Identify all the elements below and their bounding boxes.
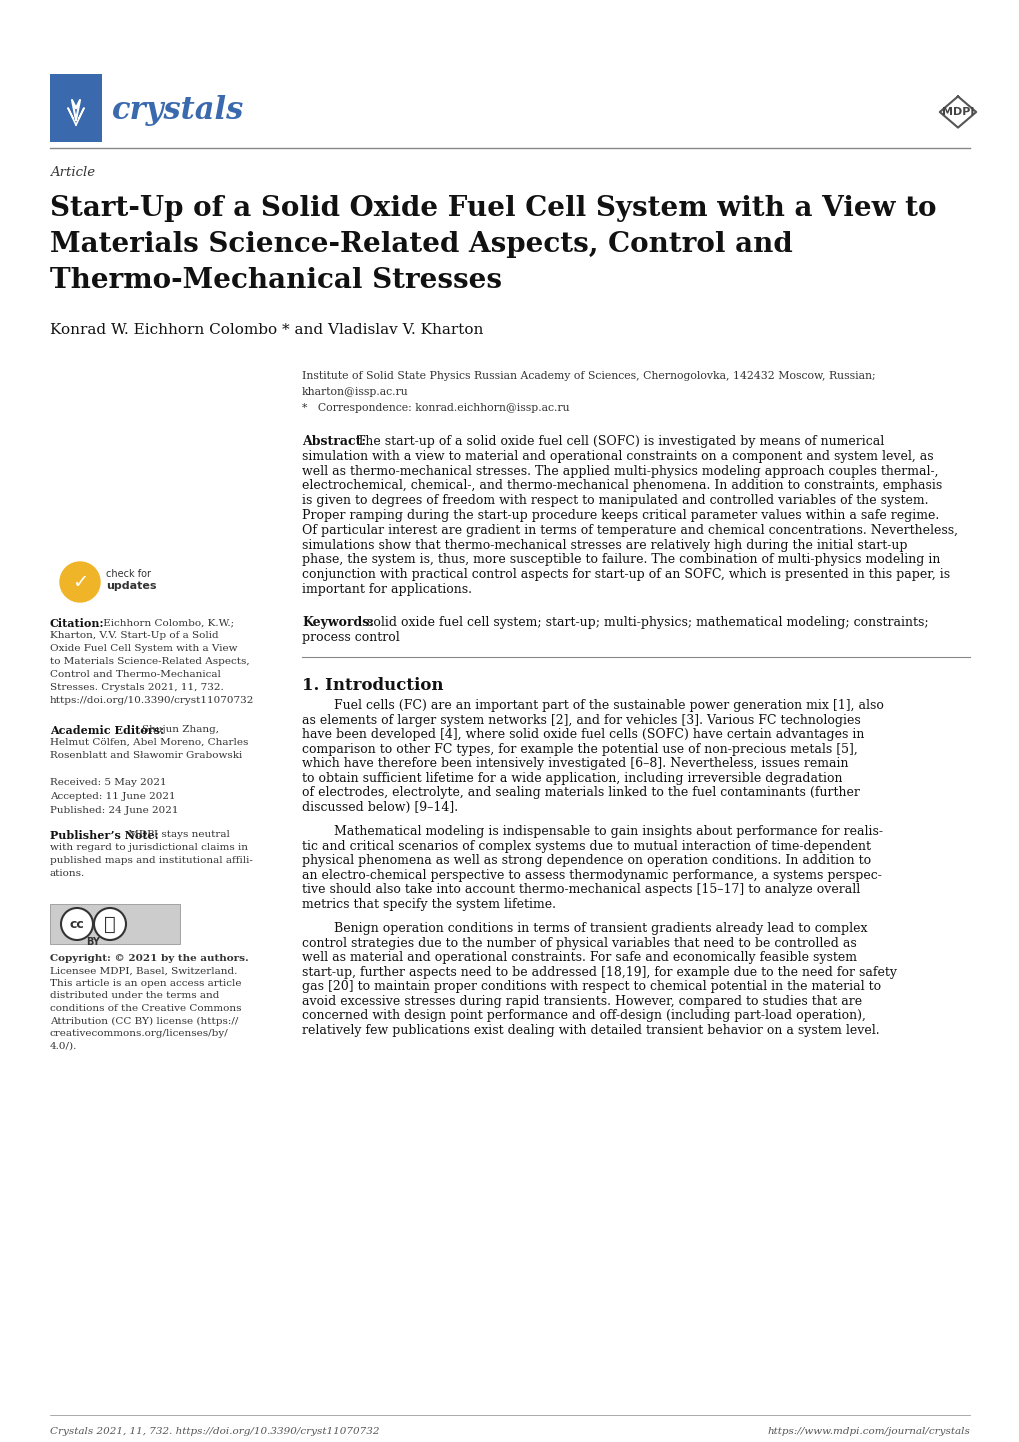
Text: metrics that specify the system lifetime.: metrics that specify the system lifetime… bbox=[302, 898, 555, 911]
Text: https://www.mdpi.com/journal/crystals: https://www.mdpi.com/journal/crystals bbox=[766, 1428, 969, 1436]
Text: 4.0/).: 4.0/). bbox=[50, 1041, 77, 1051]
Text: Citation:: Citation: bbox=[50, 619, 104, 629]
FancyBboxPatch shape bbox=[50, 904, 179, 945]
Text: simulation with a view to material and operational constraints on a component an: simulation with a view to material and o… bbox=[302, 450, 932, 463]
Text: creativecommons.org/licenses/by/: creativecommons.org/licenses/by/ bbox=[50, 1030, 228, 1038]
Text: Of particular interest are gradient in terms of temperature and chemical concent: Of particular interest are gradient in t… bbox=[302, 523, 957, 536]
Text: conditions of the Creative Commons: conditions of the Creative Commons bbox=[50, 1004, 242, 1012]
Text: control strategies due to the number of physical variables that need to be contr: control strategies due to the number of … bbox=[302, 937, 856, 950]
Text: tic and critical scenarios of complex systems due to mutual interaction of time-: tic and critical scenarios of complex sy… bbox=[302, 839, 870, 852]
Polygon shape bbox=[943, 99, 971, 124]
Text: which have therefore been intensively investigated [6–8]. Nevertheless, issues r: which have therefore been intensively in… bbox=[302, 757, 848, 770]
Text: Ⓘ: Ⓘ bbox=[104, 914, 116, 933]
Text: physical phenomena as well as strong dependence on operation conditions. In addi: physical phenomena as well as strong dep… bbox=[302, 855, 870, 868]
Text: BY: BY bbox=[86, 937, 100, 947]
Text: relatively few publications exist dealing with detailed transient behavior on a : relatively few publications exist dealin… bbox=[302, 1024, 878, 1037]
Text: 1. Introduction: 1. Introduction bbox=[302, 678, 443, 695]
Text: simulations show that thermo-mechanical stresses are relatively high during the : simulations show that thermo-mechanical … bbox=[302, 539, 907, 552]
Text: well as material and operational constraints. For safe and economically feasible: well as material and operational constra… bbox=[302, 952, 856, 965]
Text: ✓: ✓ bbox=[71, 572, 88, 591]
Text: *   Correspondence: konrad.eichhorn@issp.ac.ru: * Correspondence: konrad.eichhorn@issp.a… bbox=[302, 402, 569, 412]
Text: an electro-chemical perspective to assess thermodynamic performance, a systems p: an electro-chemical perspective to asses… bbox=[302, 870, 881, 883]
Text: distributed under the terms and: distributed under the terms and bbox=[50, 992, 219, 1001]
Text: discussed below) [9–14].: discussed below) [9–14]. bbox=[302, 800, 458, 813]
Text: of electrodes, electrolyte, and sealing materials linked to the fuel contaminant: of electrodes, electrolyte, and sealing … bbox=[302, 786, 859, 799]
Text: avoid excessive stresses during rapid transients. However, compared to studies t: avoid excessive stresses during rapid tr… bbox=[302, 995, 861, 1008]
Text: Shujun Zhang,: Shujun Zhang, bbox=[142, 725, 219, 734]
Text: solid oxide fuel cell system; start-up; multi-physics; mathematical modeling; co: solid oxide fuel cell system; start-up; … bbox=[367, 616, 927, 629]
Text: Konrad W. Eichhorn Colombo * and Vladislav V. Kharton: Konrad W. Eichhorn Colombo * and Vladisl… bbox=[50, 323, 483, 337]
FancyBboxPatch shape bbox=[50, 74, 102, 141]
Text: conjunction with practical control aspects for start-up of an SOFC, which is pre: conjunction with practical control aspec… bbox=[302, 568, 949, 581]
Text: Copyright: © 2021 by the authors.: Copyright: © 2021 by the authors. bbox=[50, 955, 249, 963]
Circle shape bbox=[60, 562, 100, 601]
Text: to obtain sufficient lifetime for a wide application, including irreversible deg: to obtain sufficient lifetime for a wide… bbox=[302, 771, 842, 784]
Text: Control and Thermo-Mechanical: Control and Thermo-Mechanical bbox=[50, 671, 221, 679]
Text: electrochemical, chemical-, and thermo-mechanical phenomena. In addition to cons: electrochemical, chemical-, and thermo-m… bbox=[302, 479, 942, 492]
Text: gas [20] to maintain proper conditions with respect to chemical potential in the: gas [20] to maintain proper conditions w… bbox=[302, 981, 880, 994]
Text: tive should also take into account thermo-mechanical aspects [15–17] to analyze : tive should also take into account therm… bbox=[302, 884, 859, 897]
Text: Mathematical modeling is indispensable to gain insights about performance for re: Mathematical modeling is indispensable t… bbox=[302, 825, 882, 838]
Text: Eichhorn Colombo, K.W.;: Eichhorn Colombo, K.W.; bbox=[100, 619, 234, 627]
Text: Materials Science-Related Aspects, Control and: Materials Science-Related Aspects, Contr… bbox=[50, 231, 792, 258]
Text: Keywords:: Keywords: bbox=[302, 616, 374, 629]
Text: concerned with design point performance and off-design (including part-load oper: concerned with design point performance … bbox=[302, 1009, 865, 1022]
Text: Thermo-Mechanical Stresses: Thermo-Mechanical Stresses bbox=[50, 267, 501, 294]
Text: Abstract:: Abstract: bbox=[302, 435, 366, 448]
Text: updates: updates bbox=[106, 581, 156, 591]
Text: https://doi.org/10.3390/cryst11070732: https://doi.org/10.3390/cryst11070732 bbox=[50, 696, 254, 705]
Text: Benign operation conditions in terms of transient gradients already lead to comp: Benign operation conditions in terms of … bbox=[302, 923, 866, 936]
Text: Attribution (CC BY) license (https://: Attribution (CC BY) license (https:// bbox=[50, 1017, 238, 1025]
Text: Kharton, V.V. Start-Up of a Solid: Kharton, V.V. Start-Up of a Solid bbox=[50, 632, 218, 640]
Text: as elements of larger system networks [2], and for vehicles [3]. Various FC tech: as elements of larger system networks [2… bbox=[302, 714, 860, 727]
Text: Fuel cells (FC) are an important part of the sustainable power generation mix [1: Fuel cells (FC) are an important part of… bbox=[302, 699, 883, 712]
Circle shape bbox=[61, 908, 93, 940]
Text: important for applications.: important for applications. bbox=[302, 583, 472, 596]
Text: check for: check for bbox=[106, 570, 151, 580]
Text: Crystals 2021, 11, 732. https://doi.org/10.3390/cryst11070732: Crystals 2021, 11, 732. https://doi.org/… bbox=[50, 1428, 379, 1436]
Text: Start-Up of a Solid Oxide Fuel Cell System with a View to: Start-Up of a Solid Oxide Fuel Cell Syst… bbox=[50, 195, 935, 222]
Text: Proper ramping during the start-up procedure keeps critical parameter values wit: Proper ramping during the start-up proce… bbox=[302, 509, 938, 522]
Text: Helmut Cölfen, Abel Moreno, Charles: Helmut Cölfen, Abel Moreno, Charles bbox=[50, 738, 249, 747]
Text: comparison to other FC types, for example the potential use of non-precious meta: comparison to other FC types, for exampl… bbox=[302, 743, 857, 756]
Circle shape bbox=[94, 908, 126, 940]
Text: Licensee MDPI, Basel, Switzerland.: Licensee MDPI, Basel, Switzerland. bbox=[50, 966, 237, 975]
Text: Received: 5 May 2021: Received: 5 May 2021 bbox=[50, 779, 166, 787]
Text: crystals: crystals bbox=[112, 95, 244, 125]
Text: Accepted: 11 June 2021: Accepted: 11 June 2021 bbox=[50, 792, 175, 800]
Text: well as thermo-mechanical stresses. The applied multi-physics modeling approach : well as thermo-mechanical stresses. The … bbox=[302, 464, 937, 477]
Text: Stresses. Crystals 2021, 11, 732.: Stresses. Crystals 2021, 11, 732. bbox=[50, 684, 223, 692]
Text: This article is an open access article: This article is an open access article bbox=[50, 979, 242, 988]
Text: The start-up of a solid oxide fuel cell (SOFC) is investigated by means of numer: The start-up of a solid oxide fuel cell … bbox=[357, 435, 883, 448]
Text: start-up, further aspects need to be addressed [18,19], for example due to the n: start-up, further aspects need to be add… bbox=[302, 966, 896, 979]
Text: Article: Article bbox=[50, 166, 95, 179]
Text: Published: 24 June 2021: Published: 24 June 2021 bbox=[50, 806, 178, 815]
Text: Oxide Fuel Cell System with a View: Oxide Fuel Cell System with a View bbox=[50, 645, 237, 653]
Text: Institute of Solid State Physics Russian Academy of Sciences, Chernogolovka, 142: Institute of Solid State Physics Russian… bbox=[302, 371, 874, 381]
Text: published maps and institutional affili-: published maps and institutional affili- bbox=[50, 857, 253, 865]
Text: to Materials Science-Related Aspects,: to Materials Science-Related Aspects, bbox=[50, 658, 250, 666]
Text: process control: process control bbox=[302, 630, 399, 643]
Text: MDPI: MDPI bbox=[941, 107, 973, 117]
Text: is given to degrees of freedom with respect to manipulated and controlled variab: is given to degrees of freedom with resp… bbox=[302, 495, 927, 508]
Text: Publisher’s Note:: Publisher’s Note: bbox=[50, 831, 159, 841]
Text: kharton@issp.ac.ru: kharton@issp.ac.ru bbox=[302, 386, 409, 397]
Text: phase, the system is, thus, more susceptible to failure. The combination of mult: phase, the system is, thus, more suscept… bbox=[302, 554, 940, 567]
Text: ations.: ations. bbox=[50, 870, 86, 878]
Text: have been developed [4], where solid oxide fuel cells (SOFC) have certain advant: have been developed [4], where solid oxi… bbox=[302, 728, 863, 741]
Text: MDPI stays neutral: MDPI stays neutral bbox=[125, 831, 229, 839]
Text: with regard to jurisdictional claims in: with regard to jurisdictional claims in bbox=[50, 844, 248, 852]
Text: Academic Editors:: Academic Editors: bbox=[50, 725, 164, 735]
Text: cc: cc bbox=[69, 917, 85, 930]
Text: Rosenblatt and Sławomir Grabowski: Rosenblatt and Sławomir Grabowski bbox=[50, 751, 243, 760]
